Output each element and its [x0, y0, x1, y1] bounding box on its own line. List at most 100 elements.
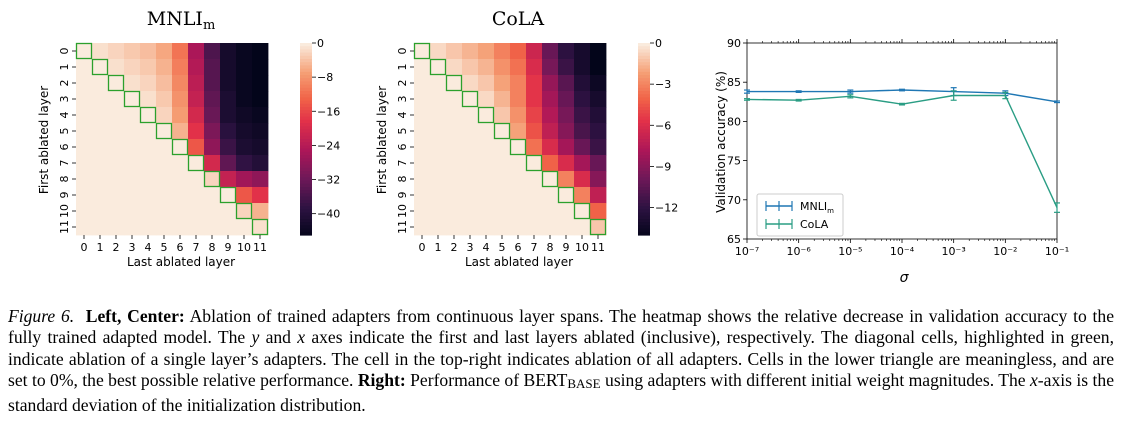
- heatmap-cola-cell: [526, 91, 543, 108]
- heatmap-cola-cell: [430, 219, 447, 236]
- heatmap-mnli-cell: [92, 123, 109, 140]
- colorbar-mnli-tick-label: −24: [317, 139, 340, 152]
- line-chart-xtick-label: 10⁻⁵: [838, 245, 862, 258]
- line-chart-xtick-label: 10⁻¹: [1045, 245, 1069, 258]
- heatmap-cola-xtick-label: 10: [575, 241, 589, 254]
- heatmap-mnli-cell: [236, 155, 253, 172]
- heatmap-cola-cell: [462, 75, 479, 92]
- heatmap-mnli-xtick-label: 5: [161, 241, 168, 254]
- colorbar-cola-segment: [638, 123, 650, 127]
- caption-and: and: [265, 327, 291, 348]
- heatmap-cola-cell: [510, 107, 527, 124]
- colorbar-mnli-segment: [300, 107, 312, 111]
- heatmap-cola-ytick-label: 10: [396, 204, 409, 218]
- heatmap-cola-cell: [478, 171, 495, 188]
- legend-label-cola: CoLA: [800, 218, 829, 231]
- heatmap-cola-xtick-label: 6: [515, 241, 522, 254]
- colorbar-cola-segment: [638, 161, 650, 166]
- heatmap-cola-cell: [526, 59, 543, 76]
- heatmap-mnli-cell: [172, 171, 189, 188]
- heatmap-mnli-diagonal-cell: [75, 42, 93, 60]
- heatmap-mnli-ytick-label: 10: [58, 204, 71, 218]
- colorbar-mnli-tick-label: 0: [317, 37, 324, 50]
- heatmap-mnli-ytick-label: 11: [58, 220, 71, 234]
- heatmap-cola-cell: [574, 107, 591, 124]
- heatmap-mnli-diagonal-cell: [171, 138, 189, 156]
- heatmap-mnli-cell: [188, 43, 205, 60]
- colorbar-mnli-segment: [300, 225, 312, 230]
- heatmap-mnli-cell: [204, 187, 221, 204]
- colorbar-mnli-tick-label: −8: [317, 71, 333, 84]
- heatmap-mnli-xtick-label: 1: [97, 241, 104, 254]
- heatmap-mnli-cell: [172, 139, 189, 156]
- heatmap-cola-cell: [510, 139, 527, 156]
- heatmap-cola-xtick-label: 5: [499, 241, 506, 254]
- heatmap-mnli-cell: [124, 123, 141, 140]
- heatmap-cola-cell: [494, 59, 511, 76]
- heatmap-mnli-cell: [92, 171, 109, 188]
- colorbar-mnli-segment: [300, 190, 312, 194]
- colorbar-cola-segment: [638, 84, 650, 89]
- heatmap-mnli-cell: [140, 219, 157, 236]
- heatmap-cola-cell: [462, 107, 479, 124]
- colorbar-mnli-segment: [300, 174, 312, 178]
- colorbar-cola-segment: [638, 177, 650, 182]
- line-chart-ytick-label: 65: [727, 233, 741, 246]
- heatmap-mnli-xtick-label: 9: [225, 241, 232, 254]
- colorbar-mnli-segment: [300, 116, 312, 121]
- heatmap-mnli-diagonal-cell: [203, 170, 221, 188]
- colorbar-cola-segment: [638, 174, 650, 178]
- colorbar-mnli-segment: [300, 148, 312, 153]
- heatmap-cola-cell: [414, 187, 431, 204]
- heatmap-cola-cell: [542, 203, 559, 220]
- heatmap-mnli-cell: [188, 219, 205, 236]
- colorbar-mnli-segment: [300, 212, 312, 217]
- heatmap-mnli-cell: [156, 203, 173, 220]
- heatmap-cola-diagonal-cell: [429, 58, 447, 76]
- heatmap-mnli-cell: [76, 187, 93, 204]
- heatmap-cola-cell: [574, 219, 591, 236]
- heatmap-cola-cell: [478, 203, 495, 220]
- heatmap-mnli-cell: [172, 123, 189, 140]
- colorbar-mnli-segment: [300, 119, 312, 124]
- heatmap-mnli-cell: [236, 59, 253, 76]
- heatmap-mnli-cell: [124, 139, 141, 156]
- colorbar-mnli-segment: [300, 110, 312, 114]
- heatmap-mnli-cell: [220, 123, 237, 140]
- heatmap-cola-cell: [430, 43, 447, 60]
- heatmap-mnli-cell: [188, 139, 205, 156]
- colorbar-mnli-segment: [300, 228, 312, 233]
- heatmap-cola-cell: [478, 219, 495, 236]
- heatmap-cola-cell: [430, 187, 447, 204]
- heatmap-cola-cell: [526, 187, 543, 204]
- heatmap-mnli-cell: [204, 219, 221, 236]
- heatmap-mnli-cell: [124, 219, 141, 236]
- colorbar-mnli-segment: [300, 167, 312, 172]
- heatmap-cola-cell: [446, 59, 463, 76]
- heatmap-cola-xtick-label: 2: [451, 241, 458, 254]
- heatmap-cola-cell: [478, 107, 495, 124]
- heatmap-cola-cell: [446, 187, 463, 204]
- heatmap-cola-cell: [590, 187, 607, 204]
- heatmap-cola-cell: [478, 59, 495, 76]
- colorbar-cola-segment: [638, 199, 650, 204]
- line-chart-xtick-label: 10⁻⁴: [890, 245, 915, 258]
- colorbar-cola-tick-label: −12: [655, 202, 678, 215]
- heatmap-mnli-diagonal-cell: [187, 154, 205, 172]
- heatmap-mnli-cell: [204, 203, 221, 220]
- heatmap-cola-cell: [510, 203, 527, 220]
- heatmap-mnli-cell: [156, 59, 173, 76]
- heatmap-cola-cell: [462, 43, 479, 60]
- colorbar-mnli-segment: [300, 97, 312, 102]
- heatmap-mnli-cell: [220, 139, 237, 156]
- colorbar-cola-segment: [638, 151, 650, 156]
- heatmap-cola-cell: [462, 187, 479, 204]
- heatmap-mnli-cell: [188, 75, 205, 92]
- colorbar-mnli-segment: [300, 183, 312, 188]
- colorbar-mnli-tick-label: −32: [317, 174, 340, 187]
- heatmap-cola-cell: [494, 155, 511, 172]
- heatmap-mnli-cell: [108, 107, 125, 124]
- heatmap-mnli-cell: [188, 155, 205, 172]
- colorbar-cola-segment: [638, 183, 650, 188]
